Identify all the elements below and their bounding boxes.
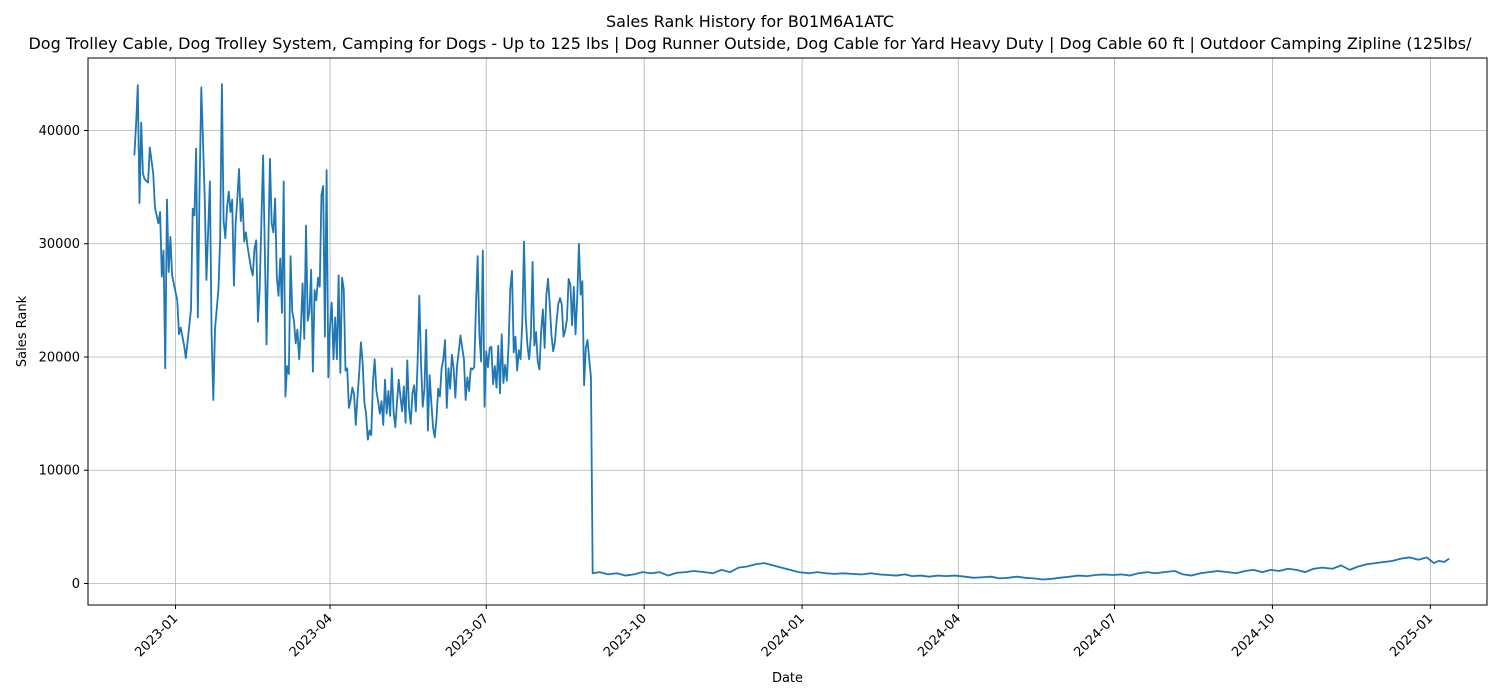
axis-ticks: 0 10000 20000 30000 40000 2023-01 2023-04 2023-… bbox=[39, 124, 1437, 660]
y-tick-label: 10000 bbox=[39, 464, 80, 479]
x-tick-label: 2024-07 bbox=[1071, 611, 1120, 660]
x-tick-label: 2023-10 bbox=[601, 611, 650, 660]
chart-title: Sales Rank History for B01M6A1ATC bbox=[606, 12, 894, 31]
chart-subtitle: Dog Trolley Cable, Dog Trolley System, C… bbox=[28, 34, 1472, 53]
x-tick-label: 2023-07 bbox=[443, 611, 492, 660]
x-tick-label: 2024-04 bbox=[915, 611, 964, 660]
y-tick-label: 30000 bbox=[39, 237, 80, 252]
x-tick-label: 2024-10 bbox=[1229, 611, 1278, 660]
y-axis-label: Sales Rank bbox=[15, 295, 30, 367]
y-tick-label: 0 bbox=[72, 577, 80, 592]
y-tick-label: 40000 bbox=[39, 124, 80, 139]
y-tick-label: 20000 bbox=[39, 350, 80, 365]
x-tick-label: 2023-01 bbox=[132, 611, 181, 660]
x-tick-label: 2024-01 bbox=[759, 611, 808, 660]
plot-area bbox=[133, 83, 1450, 581]
grid bbox=[88, 58, 1487, 605]
axes-frame bbox=[87, 57, 1488, 606]
series-line bbox=[133, 83, 1450, 581]
x-tick-label: 2023-04 bbox=[287, 611, 336, 660]
x-tick-label: 2025-01 bbox=[1387, 611, 1436, 660]
x-axis-label: Date bbox=[772, 671, 803, 686]
